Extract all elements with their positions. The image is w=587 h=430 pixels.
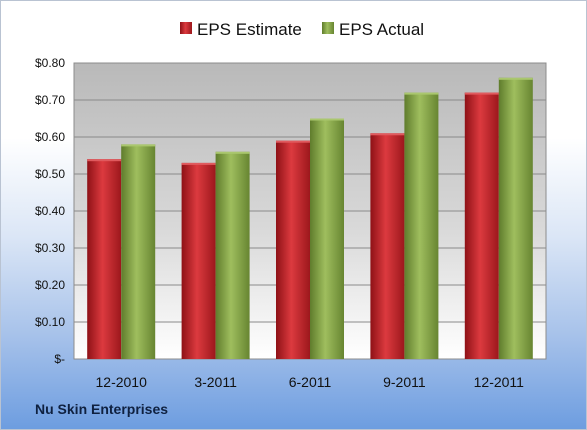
bar-eps-actual-top [121,144,156,147]
y-tick-label: $0.40 [35,204,65,218]
bar-eps-actual [404,92,439,359]
company-name: Nu Skin Enterprises [35,401,169,417]
legend-swatch-estimate [180,22,192,34]
bar-eps-actual [215,151,250,359]
bar-eps-estimate-top [464,92,499,95]
bar-eps-estimate [181,162,216,359]
bar-eps-actual [121,144,156,359]
bar-eps-estimate-top [276,140,310,143]
bar-eps-actual [498,77,533,360]
y-tick-label: $0.30 [35,241,65,255]
bar-eps-actual-top [498,77,533,80]
bar-eps-estimate-top [181,162,216,165]
x-tick-label: 3-2011 [194,374,237,390]
bar-eps-estimate [87,159,122,359]
bar-eps-estimate [464,92,499,359]
x-tick-label: 6-2011 [289,374,332,390]
bar-eps-estimate [276,140,310,359]
bar-eps-actual-top [404,92,439,95]
y-tick-label: $- [54,352,65,366]
y-tick-label: $0.50 [35,167,65,181]
legend: EPS Estimate EPS Actual [180,20,424,39]
legend-label-actual: EPS Actual [339,20,424,39]
y-tick-label: $0.10 [35,315,65,329]
x-axis: 12-2010 3-2011 6-2011 9-2011 12-2011 [96,374,525,390]
bars [87,77,533,360]
bar-eps-estimate-top [87,159,122,162]
legend-label-estimate: EPS Estimate [197,20,302,39]
bar-eps-actual-top [310,118,344,121]
x-tick-label: 12-2011 [474,374,525,390]
y-tick-label: $0.60 [35,130,65,144]
x-tick-label: 12-2010 [96,374,148,390]
bar-eps-actual-top [215,151,250,154]
bar-eps-estimate [370,133,405,359]
y-tick-label: $0.80 [35,56,65,70]
y-tick-label: $0.20 [35,278,65,292]
y-axis: $- $0.10 $0.20 $0.30 $0.40 $0.50 $0.60 $0.70 $0.… [35,56,65,366]
bar-eps-actual [310,118,344,359]
legend-swatch-actual [322,22,334,34]
x-tick-label: 9-2011 [383,374,426,390]
y-tick-label: $0.70 [35,93,65,107]
bar-eps-estimate-top [370,133,405,136]
